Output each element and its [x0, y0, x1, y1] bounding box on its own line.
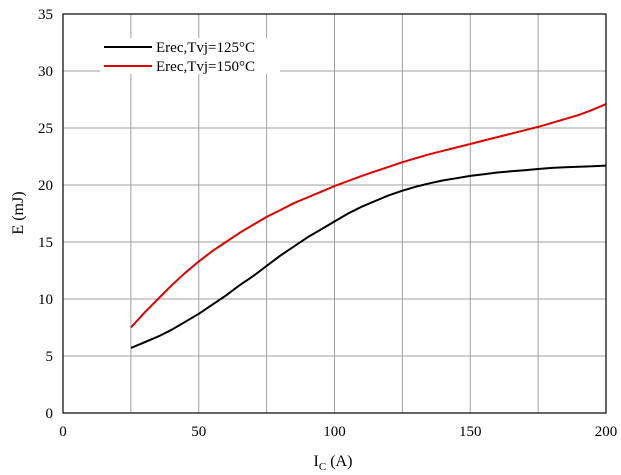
x-tick-labels: 0 50 100 150 200: [59, 424, 617, 440]
y-tick-label: 20: [38, 178, 53, 194]
y-tick-labels: 0 5 10 15 20 25 30 35: [38, 7, 53, 422]
grid: [63, 14, 606, 413]
y-tick-label: 15: [38, 235, 53, 251]
y-tick-label: 30: [38, 64, 53, 80]
y-axis-label: E (mJ): [10, 191, 27, 234]
plot-frame: [62, 13, 607, 414]
x-axis-label-subscript: C: [319, 461, 326, 473]
legend: Erec,Tvj=125°C Erec,Tvj=150°C: [100, 38, 280, 75]
series-lines: [130, 103, 607, 349]
series-line-0: [130, 164, 607, 349]
x-tick-label: 100: [323, 424, 346, 440]
legend-label-125: Erec,Tvj=125°C: [156, 40, 255, 56]
x-tick-label: 0: [59, 424, 67, 440]
y-tick-label: 5: [46, 349, 54, 365]
x-tick-label: 150: [459, 424, 482, 440]
legend-label-150: Erec,Tvj=150°C: [156, 59, 255, 75]
y-tick-label: 0: [46, 406, 54, 422]
y-tick-label: 25: [38, 121, 53, 137]
x-tick-label: 200: [595, 424, 618, 440]
legend-box: [100, 38, 280, 74]
x-axis-label-main: I: [314, 453, 319, 470]
series-line-1: [130, 103, 607, 329]
y-tick-label: 35: [38, 7, 53, 23]
x-axis-label-unit: (A): [330, 453, 352, 470]
y-tick-label: 10: [38, 292, 53, 308]
x-axis-label: IC (A): [314, 453, 353, 473]
x-tick-label: 50: [191, 424, 206, 440]
